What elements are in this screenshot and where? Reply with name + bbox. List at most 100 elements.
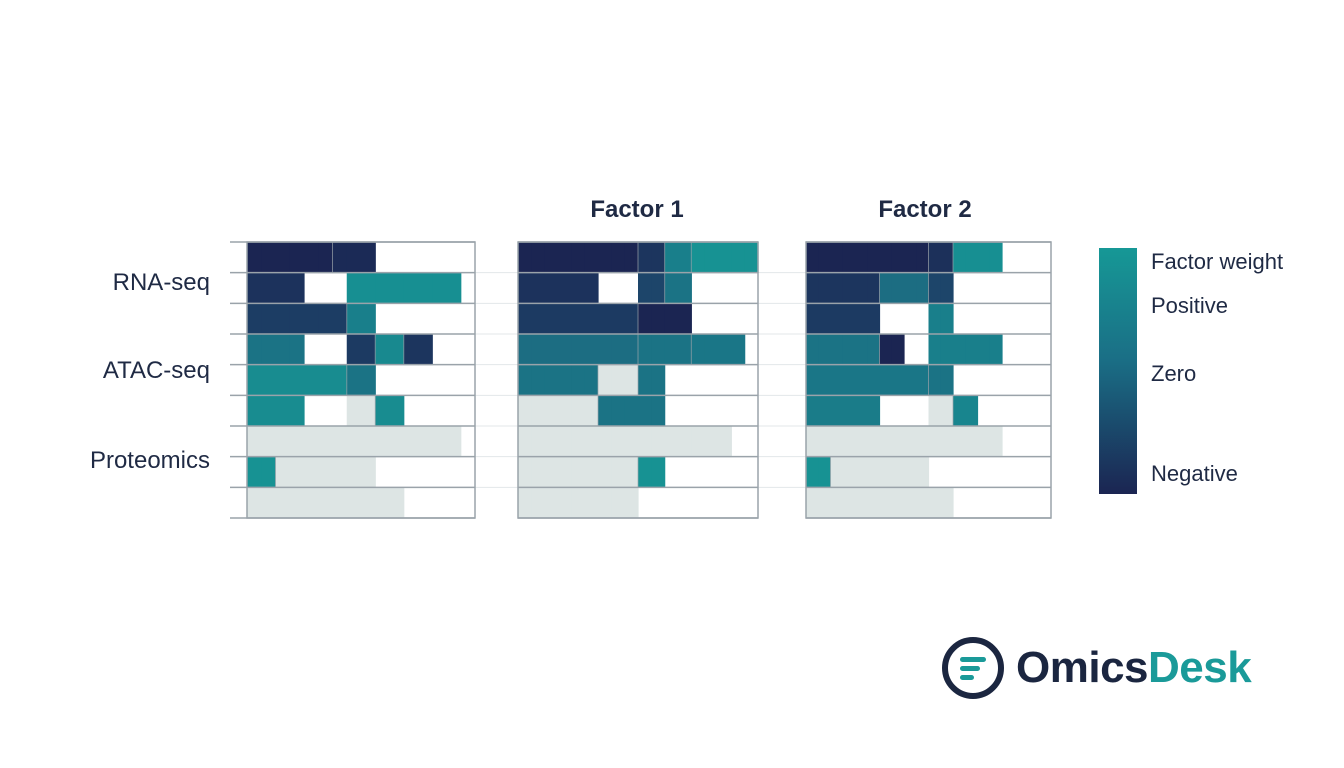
heatmap-cell — [361, 487, 376, 519]
heatmap-cell — [544, 487, 559, 519]
heatmap-cell — [571, 242, 586, 274]
heatmap-cell — [518, 303, 532, 335]
heatmap-cell — [953, 395, 966, 427]
heatmap-cell — [361, 272, 376, 304]
heatmap-cell — [855, 364, 868, 396]
heatmap-cell — [275, 426, 291, 458]
panel-title-factor-1: Factor 1 — [590, 196, 684, 223]
heatmap-cell — [818, 487, 832, 519]
heatmap-cell — [977, 334, 991, 366]
heatmap-cell — [571, 364, 586, 396]
heatmap-cell — [558, 426, 572, 458]
heatmap-cell — [842, 487, 856, 519]
heatmap-cell — [806, 303, 819, 335]
heatmap-cell — [664, 303, 679, 335]
heatmap-cell — [584, 364, 599, 396]
heatmap-cell — [518, 364, 532, 396]
heatmap-cell — [318, 487, 334, 519]
heatmap-cell — [651, 426, 666, 458]
heatmap-cell — [275, 456, 291, 488]
heatmap-cell — [289, 272, 305, 304]
heatmap-cell — [940, 364, 954, 396]
heatmap-cell — [806, 334, 819, 366]
heatmap-cell — [261, 303, 277, 335]
heatmap-cell — [638, 456, 652, 488]
heatmap-cell — [611, 456, 626, 488]
heatmap-cell — [989, 426, 1003, 458]
heatmap-cell — [916, 487, 930, 519]
heatmap-cell — [571, 272, 586, 304]
heatmap-cell — [275, 487, 291, 519]
heatmap-cell — [904, 456, 917, 488]
heatmap-cell — [584, 487, 599, 519]
heatmap-cell — [940, 334, 954, 366]
heatmap-cell — [638, 303, 652, 335]
heatmap-cell — [531, 334, 546, 366]
heatmap-cell — [965, 242, 979, 274]
heatmap-cell — [571, 456, 586, 488]
heatmap-cell — [891, 242, 905, 274]
heatmap-cell — [389, 334, 405, 366]
heatmap-cell — [678, 426, 692, 458]
heatmap-cell — [518, 272, 532, 304]
heatmap-cell — [558, 364, 572, 396]
heatmap-cell — [624, 395, 639, 427]
heatmap-cell — [403, 272, 419, 304]
heatmap-cell — [544, 242, 559, 274]
heatmap-cell — [928, 242, 942, 274]
heatmap-cell — [731, 242, 746, 274]
heatmap-cell — [842, 456, 856, 488]
heatmap-cell — [571, 303, 586, 335]
heatmap-cell — [830, 487, 844, 519]
heatmap-cell — [904, 426, 917, 458]
heatmap-cell — [261, 364, 277, 396]
heatmap-cell — [818, 426, 832, 458]
heatmap-cell — [544, 334, 559, 366]
heatmap-cell — [418, 426, 433, 458]
heatmap-cell — [891, 272, 905, 304]
heatmap-cell — [664, 242, 679, 274]
heatmap-cell — [818, 272, 832, 304]
heatmap-cell — [375, 487, 391, 519]
heatmap-cell — [247, 364, 262, 396]
heatmap-cell — [375, 272, 391, 304]
heatmap-cell — [916, 364, 930, 396]
heatmap-cell — [289, 334, 305, 366]
heatmap-cell — [965, 395, 979, 427]
heatmap-cell — [830, 364, 844, 396]
heatmap-cell — [432, 272, 448, 304]
heatmap-cell — [346, 487, 362, 519]
heatmap-cell — [261, 487, 277, 519]
heatmap-cell — [598, 426, 612, 458]
heatmap-cell — [940, 487, 954, 519]
heatmap-cell — [916, 272, 930, 304]
heatmap-cell — [611, 303, 626, 335]
heatmap-cell — [638, 242, 652, 274]
heatmap-cell — [818, 364, 832, 396]
heatmap-cell — [664, 272, 679, 304]
heatmap-cell — [842, 364, 856, 396]
heatmap-cell — [928, 334, 942, 366]
legend-label-positive: Positive — [1151, 293, 1229, 318]
heatmap-cell — [389, 272, 405, 304]
panel-frame — [517, 241, 759, 519]
heatmap-cell — [624, 426, 639, 458]
heatmap-cell — [289, 487, 305, 519]
heatmap-cell — [275, 395, 291, 427]
heatmap-cell — [389, 426, 405, 458]
heatmap-cell — [928, 303, 942, 335]
heatmap-cell — [842, 334, 856, 366]
heatmap-cell — [304, 487, 319, 519]
heatmap-cell — [830, 303, 844, 335]
heatmap-cell — [678, 303, 692, 335]
heatmap-cell — [718, 426, 732, 458]
heatmap-cell — [558, 487, 572, 519]
heatmap-cell — [891, 456, 905, 488]
brand-name-part2: Desk — [1148, 643, 1252, 692]
panel-frame — [246, 241, 476, 519]
heatmap-cell — [571, 334, 586, 366]
heatmap-cell — [389, 395, 405, 427]
heatmap-cell — [806, 272, 819, 304]
heatmap-cell — [332, 303, 348, 335]
